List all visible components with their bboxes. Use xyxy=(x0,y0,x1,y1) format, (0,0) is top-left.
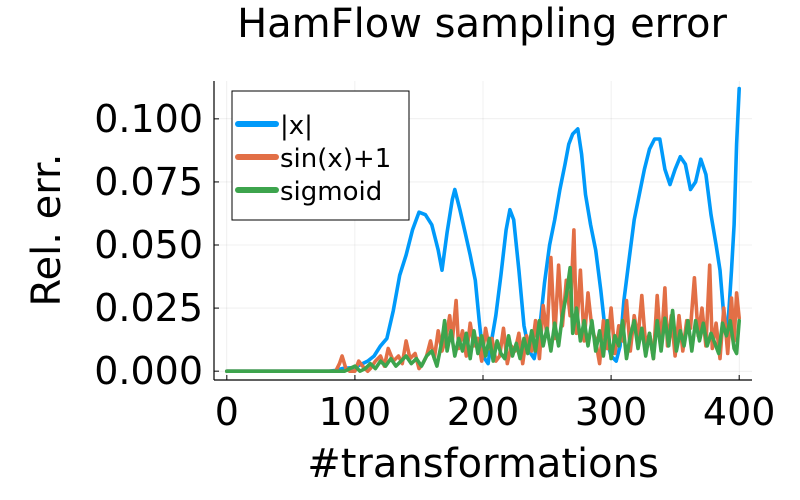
x-tick-label: 100 xyxy=(319,390,392,434)
series-line-3 xyxy=(225,265,742,374)
x-tick-label: 200 xyxy=(447,390,520,434)
y-axis-label: Rel. err. xyxy=(24,154,70,307)
y-tick-label: 0.075 xyxy=(94,160,203,204)
series-line-2 xyxy=(225,228,742,374)
y-tick-label: 0.000 xyxy=(94,349,203,393)
series-lines xyxy=(225,86,742,374)
x-tick-label: 300 xyxy=(575,390,648,434)
x-axis-label: #transformations xyxy=(307,441,659,487)
series-line-1 xyxy=(225,86,742,374)
chart-title: HamFlow sampling error xyxy=(237,1,727,47)
y-tick-label: 0.050 xyxy=(94,223,203,267)
legend-label-2: sin(x)+1 xyxy=(280,144,391,174)
ticks: 0 100 200 300 400 0.000 0.025 0.050 0.075 0.100 xyxy=(94,97,775,434)
y-tick-label: 0.100 xyxy=(94,97,203,141)
x-tick-label: 0 xyxy=(215,390,239,434)
legend-label-3: sigmoid xyxy=(280,177,382,207)
legend-label-1: |x| xyxy=(280,111,313,141)
y-tick-label: 0.025 xyxy=(94,286,203,330)
x-tick-label: 400 xyxy=(703,390,776,434)
